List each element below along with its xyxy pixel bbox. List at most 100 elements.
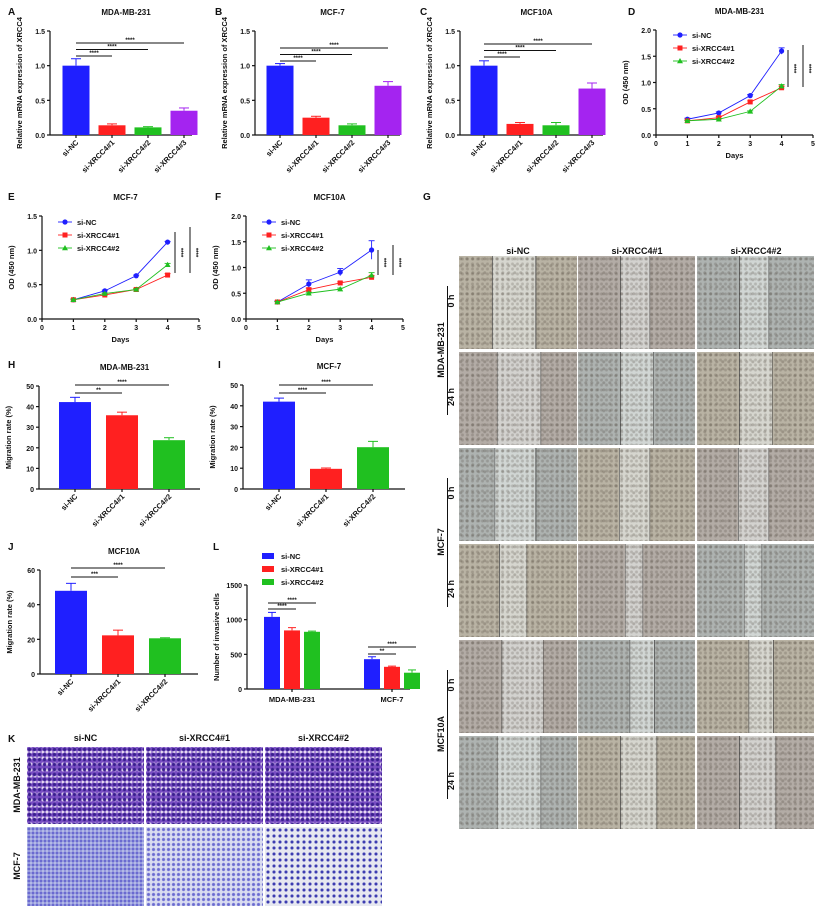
y-axis-label: OD (450 nm): [211, 245, 220, 290]
transwell-micrograph: [27, 747, 144, 824]
panel-letter-B: B: [215, 7, 222, 18]
bar-si-NC: [470, 65, 498, 135]
data-point: [165, 272, 171, 278]
bar-si-XRCC4#3: [170, 110, 198, 135]
data-point: [164, 261, 171, 267]
y-tick-label: 30: [26, 425, 34, 432]
data-point: [165, 239, 171, 245]
x-tick-label: 3: [134, 325, 138, 332]
scratch-micrograph: [459, 736, 577, 829]
chart-title: MCF-7: [113, 193, 138, 202]
x-tick-label: 5: [811, 141, 815, 148]
y-tick-label: 0.5: [35, 98, 45, 105]
timepoint-label: 24 h: [446, 772, 456, 791]
y-tick-label: 1500: [226, 583, 242, 590]
y-axis-label: Number of invasive cells: [212, 593, 221, 681]
significance-label: ****: [107, 45, 117, 51]
y-tick-label: 1.0: [27, 248, 37, 255]
data-point: [133, 286, 140, 292]
scratch-micrograph: [578, 448, 695, 541]
y-tick-label: 0: [238, 687, 242, 694]
y-tick-label: 1.0: [445, 64, 455, 71]
panel-letter-L: L: [213, 542, 219, 553]
cell-line-label: MCF-7: [436, 527, 446, 556]
legend-label: si-XRCC4#2: [281, 244, 324, 253]
bar-si-XRCC4#2: [404, 672, 420, 689]
x-tick-label: si-XRCC4#3: [356, 138, 392, 174]
scratch-micrograph: [578, 640, 695, 733]
data-point: [684, 117, 691, 124]
panel-letter-G: G: [423, 192, 431, 203]
chart-title: MCF10A: [108, 547, 140, 556]
y-axis-label: Relative mRNA expression of XRCC4: [15, 16, 24, 149]
chart-title: MDA-MB-231: [100, 363, 150, 372]
scratch-micrograph: [697, 544, 814, 637]
bar-si-XRCC4#2: [153, 440, 185, 489]
bar-si-XRCC4#1: [106, 415, 138, 489]
transwell-micrograph: [146, 827, 263, 906]
panel-letter-A: A: [8, 7, 15, 18]
x-tick-label: 1: [685, 141, 689, 148]
data-point: [747, 108, 754, 114]
x-tick-label: si-XRCC4#2: [524, 138, 560, 174]
y-tick-label: 0.0: [27, 317, 37, 324]
legend-label: si-XRCC4#2: [692, 57, 735, 66]
significance-label: ****: [192, 248, 198, 258]
scratch-micrograph: [459, 544, 577, 637]
chart-title: MDA-MB-231: [101, 8, 151, 17]
data-point: [368, 272, 375, 278]
x-tick-label: 1: [275, 325, 279, 332]
y-tick-label: 0: [31, 672, 35, 679]
timepoint-label: 0 h: [446, 486, 456, 500]
bar-si-NC: [55, 590, 87, 674]
y-tick-label: 1.5: [641, 54, 651, 61]
bar-si-XRCC4#2: [304, 631, 320, 689]
data-point: [747, 99, 753, 105]
y-tick-label: 50: [26, 384, 34, 391]
significance-label: ****: [177, 248, 183, 258]
data-point: [305, 290, 312, 296]
x-tick-label: si-NC: [264, 138, 285, 159]
y-tick-label: 0.5: [240, 98, 250, 105]
bar-si-XRCC4#2: [134, 127, 162, 135]
significance-label: ****: [380, 258, 386, 268]
y-tick-label: 0: [30, 487, 34, 494]
bar-si-NC: [266, 65, 294, 135]
series-line-si-NC: [277, 249, 372, 303]
legend-label: si-NC: [692, 31, 712, 40]
data-point: [715, 116, 722, 122]
x-tick-label: 2: [103, 325, 107, 332]
significance-label: ****: [387, 642, 397, 648]
y-tick-label: 0.0: [35, 133, 45, 140]
data-point: [274, 299, 281, 305]
row-label: MDA-MB-231: [12, 756, 22, 813]
legend-marker: [266, 232, 272, 238]
transwell-micrograph: [265, 827, 382, 906]
significance-label: ****: [89, 51, 99, 57]
x-tick-label: si-XRCC4#1: [90, 492, 126, 528]
scratch-micrograph: [697, 256, 814, 349]
bar-si-NC: [263, 401, 295, 489]
data-point: [369, 247, 375, 253]
y-tick-label: 0.0: [445, 133, 455, 140]
y-tick-label: 1000: [226, 618, 242, 625]
y-tick-label: 30: [230, 425, 238, 432]
x-tick-label: si-NC: [55, 677, 76, 698]
legend-marker: [677, 45, 683, 51]
y-tick-label: 1.5: [27, 214, 37, 221]
y-axis-label: OD (450 nm): [621, 60, 630, 105]
legend-label: si-NC: [77, 218, 97, 227]
x-tick-label: 2: [717, 141, 721, 148]
y-tick-label: 0: [234, 487, 238, 494]
y-tick-label: 1.0: [641, 81, 651, 88]
series-line-si-XRCC4#1: [277, 276, 372, 303]
scratch-micrograph: [578, 544, 695, 637]
x-axis-label: Days: [316, 335, 334, 344]
legend-label: si-XRCC4#1: [77, 231, 120, 240]
scratch-micrograph: [459, 256, 577, 349]
y-tick-label: 1.0: [240, 64, 250, 71]
y-tick-label: 40: [26, 405, 34, 412]
x-tick-label: si-XRCC4#1: [284, 138, 320, 174]
legend-label: si-XRCC4#1: [692, 44, 735, 53]
significance-label: **: [96, 388, 101, 394]
